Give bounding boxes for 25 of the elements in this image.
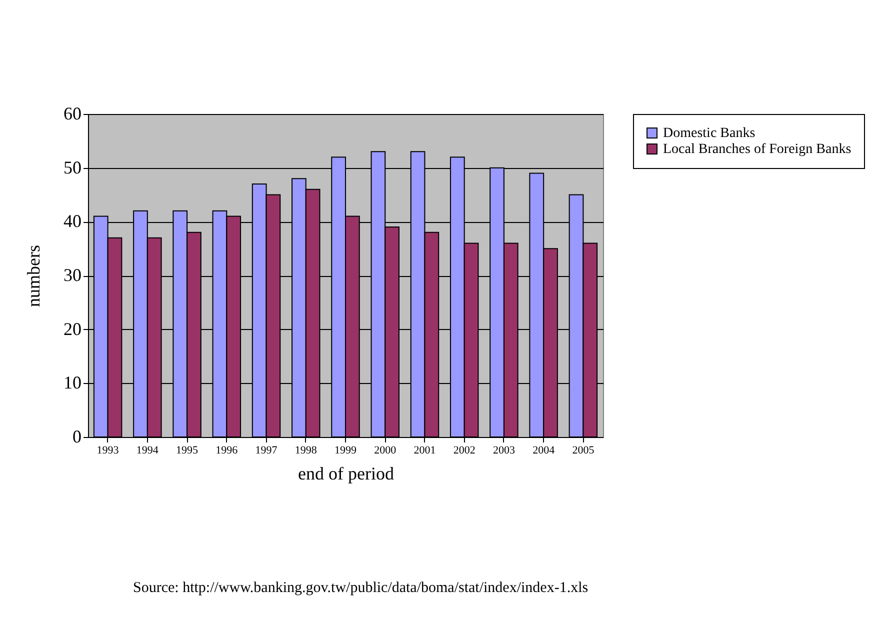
x-tick-label: 1993 xyxy=(96,444,120,456)
x-tick-label: 2004 xyxy=(532,444,556,456)
x-tick-label: 1994 xyxy=(136,444,159,456)
x-tick-label: 1996 xyxy=(216,444,238,456)
x-axis-title: end of period xyxy=(298,464,394,484)
x-tick-label: 1998 xyxy=(294,444,318,456)
y-tick-label: 50 xyxy=(64,157,82,178)
y-tick-label: 10 xyxy=(64,372,82,393)
source-note: Source: http://www.banking.gov.tw/public/data/boma/stat/index/index-1.xls xyxy=(133,580,588,597)
x-tick-label: 2000 xyxy=(374,444,397,456)
x-tick-label: 1995 xyxy=(176,444,199,456)
x-tick-label: 2005 xyxy=(572,444,595,456)
legend-label: Domestic Banks xyxy=(663,126,756,141)
x-tick-label: 1997 xyxy=(255,444,278,456)
x-tick-label: 2003 xyxy=(492,444,516,456)
y-tick-label: 0 xyxy=(72,426,82,446)
x-tick-label: 2001 xyxy=(414,444,436,456)
y-tick-label: 20 xyxy=(64,318,82,339)
legend-label: Local Branches of Foreign Banks xyxy=(663,142,852,157)
x-tick-label: 2002 xyxy=(453,444,476,456)
x-tick-label: 1999 xyxy=(334,444,357,456)
y-tick-label: 40 xyxy=(64,211,82,232)
y-tick-label: 30 xyxy=(64,265,82,285)
y-axis-title: numbers xyxy=(24,245,44,307)
y-tick-label: 60 xyxy=(64,104,82,124)
